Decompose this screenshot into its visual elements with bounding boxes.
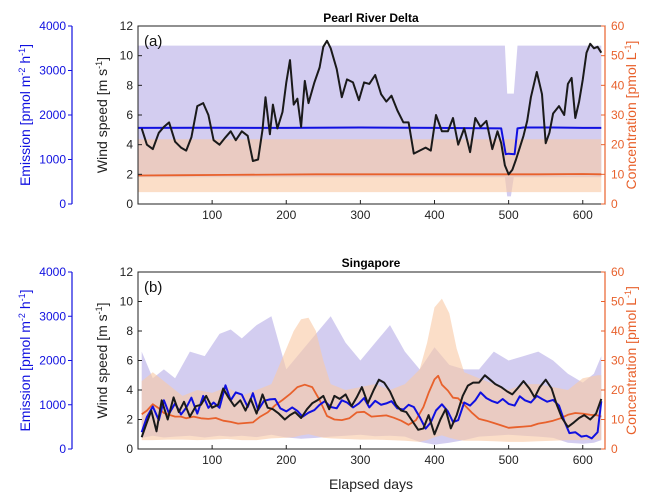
wind-tick-label: 6 <box>126 354 133 368</box>
emission-tick-label: 2000 <box>39 354 66 368</box>
concentration-tick-label: 0 <box>611 442 618 456</box>
emission-tick-label: 3000 <box>39 309 66 323</box>
panel-title: Singapore <box>342 256 401 270</box>
emission-axis-label: Emission [pmol m-2 h-1] <box>17 44 33 186</box>
concentration-tick-label: 30 <box>611 108 625 122</box>
emission-tick-label: 1000 <box>39 398 66 412</box>
panel-label: (a) <box>144 33 162 50</box>
concentration-tick-label: 10 <box>611 167 625 181</box>
x-axis-label: Elapsed days <box>329 476 413 492</box>
wind-tick-label: 10 <box>120 295 134 309</box>
concentration-tick-label: 50 <box>611 295 625 309</box>
wind-tick-label: 8 <box>126 78 133 92</box>
concentration-axis-label: Concentration [pmol L-1] <box>623 286 639 435</box>
x-tick-label: 600 <box>573 453 593 467</box>
wind-tick-label: 10 <box>120 49 134 63</box>
concentration-tick-label: 40 <box>611 324 625 338</box>
x-tick-label: 100 <box>202 208 222 222</box>
wind-tick-label: 4 <box>126 383 133 397</box>
emission-tick-label: 4000 <box>39 19 66 33</box>
panel-title: Pearl River Delta <box>323 11 419 25</box>
concentration-tick-label: 20 <box>611 383 625 397</box>
wind-tick-label: 0 <box>126 197 133 211</box>
emission-line <box>137 126 602 156</box>
emission-tick-label: 0 <box>59 442 66 456</box>
emission-tick-label: 2000 <box>39 108 66 122</box>
wind-tick-label: 2 <box>126 167 133 181</box>
concentration-tick-label: 60 <box>611 265 625 279</box>
x-tick-label: 300 <box>350 453 370 467</box>
x-tick-label: 300 <box>350 208 370 222</box>
x-tick-label: 400 <box>424 208 444 222</box>
panel-singapore: Singapore Elapsed days 100 200 300 400 500 60… <box>17 256 639 492</box>
concentration_band-area <box>138 139 602 193</box>
concentration-axis-label: Concentration [pmol L-1] <box>623 41 639 190</box>
wind-line <box>140 374 603 438</box>
emission-tick-label: 0 <box>59 197 66 211</box>
x-tick-label: 200 <box>276 208 296 222</box>
wind-tick-label: 0 <box>126 442 133 456</box>
panel-label: (b) <box>144 279 162 296</box>
wind-axis-label: Wind speed [m s-1] <box>94 302 110 418</box>
wind-tick-label: 4 <box>126 138 133 152</box>
x-tick-label: 500 <box>499 208 519 222</box>
concentration-tick-label: 0 <box>611 197 618 211</box>
concentration-tick-label: 60 <box>611 19 625 33</box>
emission-axis-label: Emission [pmol m-2 h-1] <box>17 289 33 431</box>
x-tick-label: 600 <box>573 208 593 222</box>
wind-tick-label: 8 <box>126 324 133 338</box>
x-tick-label: 200 <box>276 453 296 467</box>
emission-tick-label: 3000 <box>39 64 66 78</box>
concentration-line <box>141 374 602 429</box>
emission-tick-label: 4000 <box>39 265 66 279</box>
wind-tick-label: 12 <box>120 265 134 279</box>
wind-tick-label: 6 <box>126 108 133 122</box>
wind-axis-label: Wind speed [m s-1] <box>94 57 110 173</box>
x-tick-label: 400 <box>424 453 444 467</box>
emission-tick-label: 1000 <box>39 153 66 167</box>
wind-tick-label: 2 <box>126 413 133 427</box>
concentration-tick-label: 20 <box>611 138 625 152</box>
wind-tick-label: 12 <box>120 19 134 33</box>
emission-line <box>140 384 603 440</box>
concentration-tick-label: 30 <box>611 354 625 368</box>
concentration-tick-label: 10 <box>611 413 625 427</box>
x-tick-label: 100 <box>202 453 222 467</box>
wind-line <box>140 39 603 176</box>
concentration-line <box>137 173 602 177</box>
concentration-tick-label: 50 <box>611 49 625 63</box>
panel-pearl-river-delta: Pearl River Delta 100 200 300 400 500 6000246… <box>17 11 639 222</box>
x-tick-label: 500 <box>499 453 519 467</box>
concentration-tick-label: 40 <box>611 78 625 92</box>
